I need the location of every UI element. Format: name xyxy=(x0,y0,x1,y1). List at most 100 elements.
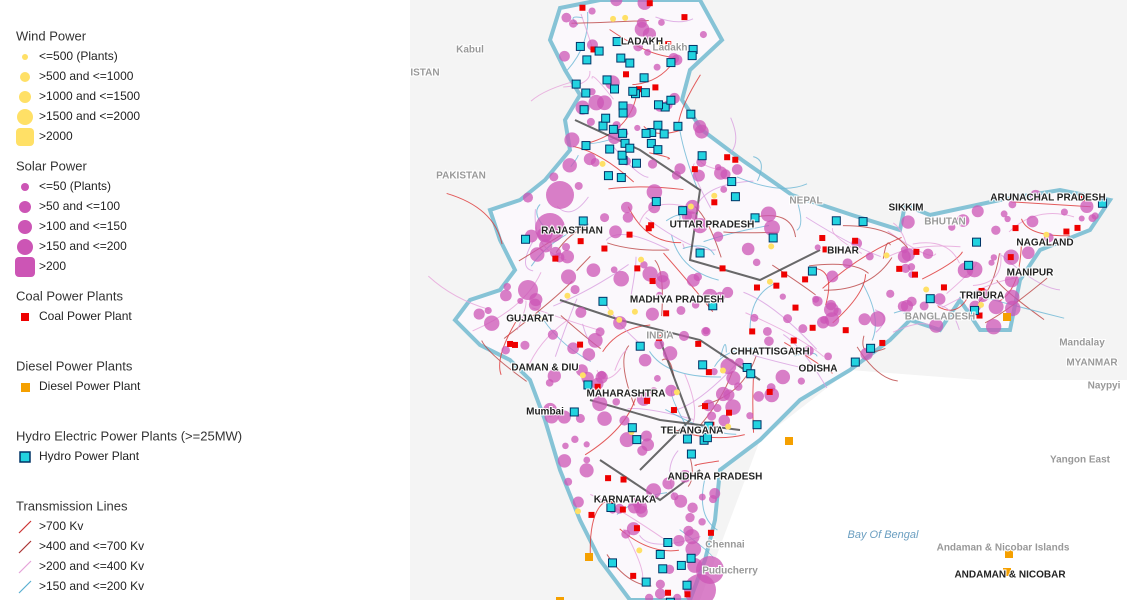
map-label: BANGLADESH xyxy=(905,312,976,323)
solar-plant xyxy=(535,213,565,243)
hydro-plant xyxy=(605,144,615,154)
coal-plant xyxy=(605,475,612,482)
hydro-plant xyxy=(641,577,651,587)
coal-plant xyxy=(1012,225,1019,232)
solar-plant xyxy=(783,314,793,324)
hydro-plant xyxy=(653,120,663,130)
map-label: ANDHRA PRADESH xyxy=(668,472,763,483)
hydro-plant xyxy=(750,213,760,223)
map-label: Puducherry xyxy=(702,566,758,577)
wind-plant xyxy=(631,308,638,315)
solar-plant xyxy=(709,488,721,499)
solar-plant xyxy=(929,318,944,333)
transmission-line xyxy=(694,460,719,466)
coal-plant xyxy=(626,231,633,238)
coal-plant xyxy=(1079,195,1086,202)
map-label: Naypyi xyxy=(1088,381,1121,392)
transmission-line xyxy=(503,280,573,339)
coal-plant xyxy=(655,334,662,341)
hydro-plant xyxy=(569,407,579,417)
solar-plant xyxy=(1004,273,1019,288)
transmission-line xyxy=(645,217,716,251)
solar-plant xyxy=(764,220,780,237)
transmission-line xyxy=(584,398,636,456)
hydro-plant xyxy=(607,558,617,568)
transmission-line xyxy=(736,176,808,189)
coal-plant xyxy=(719,265,726,272)
coal-plant xyxy=(552,255,559,262)
solar-plant xyxy=(676,305,686,315)
solar-plant xyxy=(528,298,542,311)
solar-plant xyxy=(613,270,629,287)
coal-plant xyxy=(620,476,627,483)
solar-plant xyxy=(886,289,895,298)
solar-plant xyxy=(797,377,805,385)
hydro-plant xyxy=(653,100,663,110)
legend-item: >200 xyxy=(39,259,66,273)
hydro-plant xyxy=(575,41,585,51)
transmission-line xyxy=(972,252,1002,287)
solar-plant xyxy=(685,541,702,557)
coal-plant xyxy=(879,339,886,346)
legend-item: >700 Kv xyxy=(39,519,83,533)
map-label: MAHARASHTRA xyxy=(587,389,666,400)
solar-plant xyxy=(691,301,700,309)
solar-plant xyxy=(684,529,700,545)
legend-item: Diesel Power Plant xyxy=(39,379,141,393)
wind-plant xyxy=(616,316,623,323)
legend-symbol xyxy=(21,383,30,392)
legend-symbol xyxy=(21,183,29,191)
solar-plant xyxy=(906,296,917,307)
solar-plant xyxy=(579,463,594,478)
transmission-line xyxy=(749,282,776,331)
hydro-plant xyxy=(1097,198,1107,208)
solar-plant xyxy=(678,470,692,483)
solar-plant xyxy=(627,500,641,514)
transmission-line xyxy=(936,305,960,330)
coal-plant xyxy=(1007,254,1014,261)
map-label: MYANMAR xyxy=(1066,358,1118,369)
transmission-line xyxy=(649,351,722,378)
solar-plant xyxy=(549,172,559,182)
coal-plant xyxy=(766,388,773,395)
solar-plant xyxy=(621,529,631,539)
solar-plant xyxy=(919,301,929,311)
coal-plant xyxy=(670,407,677,414)
transmission-line xyxy=(655,16,694,23)
legend-section: Transmission Lines >700 Kv >400 and <=700 … xyxy=(16,498,144,594)
solar-plant xyxy=(1026,215,1039,228)
coal-plant xyxy=(646,0,653,7)
wind-plant xyxy=(610,15,617,22)
coal-plant xyxy=(695,340,702,347)
wind-plant xyxy=(883,252,890,259)
hydro-plant xyxy=(866,343,876,353)
solar-plant xyxy=(760,206,777,222)
hydro-plant xyxy=(631,158,641,168)
hydro-plant xyxy=(602,75,612,85)
hydro-plant xyxy=(625,143,635,153)
hydro-plant xyxy=(695,248,705,258)
solar-plant xyxy=(922,248,934,260)
transmission-line xyxy=(629,256,637,302)
transmission-line xyxy=(887,230,937,256)
solar-plant xyxy=(685,512,695,523)
solar-plant xyxy=(750,313,759,322)
hydro-plant xyxy=(608,124,618,134)
hydro-plant xyxy=(521,234,531,244)
wind-plant xyxy=(638,256,645,263)
map-label: INDIA xyxy=(646,331,673,342)
hydro-plant xyxy=(653,145,663,155)
hydro-plant xyxy=(610,84,620,94)
solar-plant xyxy=(988,259,995,266)
solar-plant xyxy=(674,163,686,175)
solar-plant xyxy=(1030,189,1042,202)
hydro-plant xyxy=(627,423,637,433)
legend-symbol xyxy=(17,239,33,255)
map-label: DAMAN & DIU xyxy=(511,363,578,374)
hydro-plant xyxy=(641,128,651,138)
solar-plant xyxy=(564,477,573,486)
wind-plant xyxy=(766,278,773,285)
legend-title: Transmission Lines xyxy=(16,498,128,513)
transmission-line xyxy=(472,272,542,332)
hydro-plant xyxy=(682,580,692,590)
